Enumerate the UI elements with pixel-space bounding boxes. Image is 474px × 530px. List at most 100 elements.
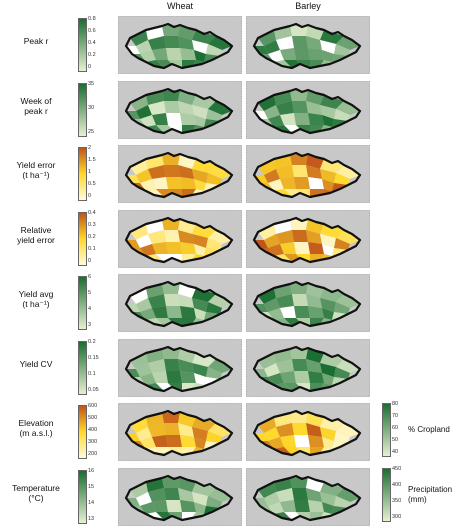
district-region: [180, 241, 196, 254]
district-region: [336, 229, 360, 244]
map-panel-barley: [246, 209, 370, 268]
tick-label: 1.5: [88, 157, 96, 163]
row-label: Peak r: [23, 36, 49, 46]
district-region: [178, 165, 194, 179]
district-region: [290, 347, 308, 359]
tick-label: 400: [392, 482, 402, 488]
colorbar-ticks: 0.2 0.15 0.1 0.05: [88, 339, 108, 393]
colorbar-ticks: 2 1.5 1 0.5 0: [88, 145, 108, 199]
district-region: [194, 114, 206, 127]
district-region: [192, 427, 208, 441]
map-panel-wheat: [118, 403, 242, 461]
district-region: [268, 372, 284, 385]
district-region: [254, 433, 268, 441]
district-region: [294, 177, 310, 189]
tick-label: 40: [392, 449, 399, 455]
district-region: [264, 298, 280, 312]
district-region: [264, 427, 280, 441]
district-region: [254, 304, 268, 312]
tick-label: 5: [88, 290, 92, 296]
country-border: [124, 345, 234, 392]
district-region: [334, 44, 350, 56]
tick-label: 600: [88, 403, 98, 409]
district-region: [332, 376, 348, 385]
colorbar: [78, 340, 87, 395]
district-region: [254, 46, 268, 54]
district-region: [268, 179, 284, 191]
country-border: [124, 151, 234, 199]
district-region: [310, 253, 324, 262]
district-region: [126, 110, 140, 119]
district-region: [292, 100, 308, 113]
district-region: [308, 370, 324, 383]
column-title-wheat: Wheat: [166, 1, 193, 11]
district-region: [208, 36, 232, 50]
district-region: [208, 358, 232, 373]
district-region: [258, 223, 276, 240]
right-colorbar-ticks: 450 400 350 300: [392, 466, 410, 520]
district-region: [178, 487, 194, 502]
district-region: [206, 108, 222, 121]
district-region: [306, 165, 322, 179]
district-region: [182, 447, 196, 455]
district-region: [192, 481, 216, 496]
colorbar: [78, 405, 87, 459]
district-region: [136, 233, 152, 248]
district-region: [310, 60, 324, 68]
map-panel-wheat: [118, 145, 242, 203]
district-region: [162, 283, 180, 294]
district-region: [208, 423, 232, 437]
district-region: [334, 431, 350, 443]
district-region: [264, 491, 280, 506]
czech-map: [118, 80, 242, 139]
district-region: [320, 298, 336, 312]
district-region: [194, 50, 206, 62]
district-region: [334, 108, 350, 121]
district-region: [140, 308, 156, 320]
district-region: [294, 435, 310, 447]
column-title-barley: Barley: [295, 1, 321, 11]
district-region: [334, 237, 350, 250]
district-region: [180, 177, 196, 189]
district-region: [308, 177, 324, 189]
right-colorbar: [382, 403, 391, 457]
colorbar: [78, 276, 87, 330]
tick-label: 300: [88, 439, 98, 445]
district-region: [206, 495, 222, 508]
district-region: [136, 104, 152, 119]
row-label: Yield error (t ha⁻¹): [16, 160, 56, 180]
country-border: [252, 22, 362, 70]
district-region: [194, 243, 206, 256]
district-region: [308, 241, 324, 254]
colorbar: [78, 469, 87, 524]
district-region: [206, 366, 222, 379]
row-label: Relative yield error: [17, 224, 55, 245]
colorbar: [78, 211, 87, 266]
row-label: Elevation (m a.s.l.): [18, 418, 54, 438]
district-region: [164, 487, 180, 500]
country-border: [124, 280, 234, 328]
tick-label: 0.2: [88, 52, 96, 58]
district-region: [280, 306, 296, 318]
district-region: [332, 247, 348, 256]
district-region: [148, 36, 166, 50]
map-panel-barley: [246, 145, 370, 203]
district-region: [180, 48, 196, 60]
tick-label: 0.15: [88, 354, 99, 361]
district-region: [336, 294, 360, 308]
district-region: [192, 169, 208, 183]
district-region: [166, 370, 182, 383]
district-region: [140, 114, 156, 127]
district-region: [264, 169, 280, 183]
district-region: [162, 476, 180, 488]
district-region: [320, 30, 344, 44]
district-region: [204, 505, 220, 514]
district-region: [152, 48, 168, 60]
czech-map: [118, 338, 242, 397]
tick-label: 0.5: [88, 181, 96, 187]
tick-label: 500: [88, 415, 98, 421]
district-region: [310, 189, 324, 197]
district-region: [290, 154, 308, 165]
district-region: [306, 487, 322, 502]
tick-label: 50: [392, 437, 399, 443]
